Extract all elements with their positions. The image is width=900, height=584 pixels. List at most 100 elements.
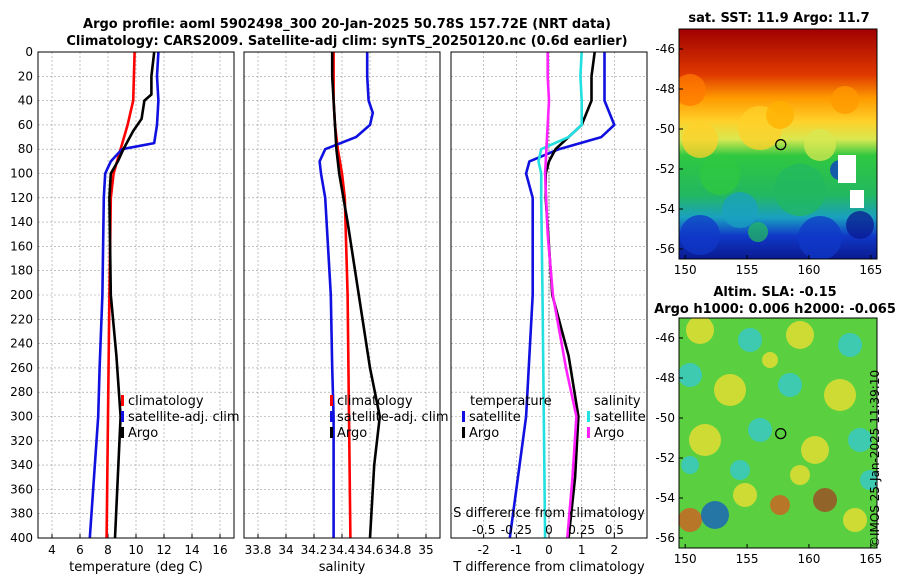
map-y-tick-label: -54 [655,202,675,216]
legend-label-s-argo: Argo [594,426,624,441]
map-y-tick-label: -46 [655,42,675,56]
legend-label-satellite: satellite-adj. clim [337,410,449,425]
y-tick-label: 280 [10,385,33,399]
salinity-grid [244,51,440,539]
series-satellite-adj-clim-line [88,51,160,539]
series-satellite-adj-clim-line [318,52,375,538]
legend-title-temperature: temperature [470,394,552,409]
map-y-tick-label: -48 [655,371,675,385]
sla-texture-blob [730,460,750,480]
sst-map-title: sat. SST: 11.9 Argo: 11.7 [688,11,869,26]
t-difference-tick-labels: -2 -1 0 1 2 [478,543,618,557]
sst-missing-data [850,190,864,208]
y-tick-label: 260 [10,361,33,375]
argo-float-marker [775,138,787,151]
x-tick-label: 34 [278,543,293,557]
map-y-tick-label: -46 [655,331,675,345]
salinity-legend: climatology satellite-adj. clim Argo [330,394,449,441]
x-tick-label: 8 [104,543,112,557]
sst-map-panel: sat. SST: 11.9 Argo: 11.7 150 155 160 165 -4… [655,11,882,277]
legend-label-climatology: climatology [337,394,413,409]
sst-texture-blob [804,129,836,161]
y-tick-label: 200 [10,288,33,302]
sla-texture-blob [686,318,714,344]
map-x-tick-label: 160 [797,552,820,566]
x-tick-label: 35 [418,543,433,557]
legend-swatch-argo [330,427,333,438]
y-tick-label: 220 [10,312,33,326]
s-tick-label: -0.5 [472,523,495,537]
salinity-panel: 33.8 34 34.2 34.4 34.6 34.8 35 salinity climat… [243,51,449,575]
x-tick-label: 34.2 [301,543,328,557]
sla-texture-blob [843,508,867,532]
x-tick-label: 4 [48,543,56,557]
series-t-satellite-line [508,52,616,539]
difference-legend: temperature satellite Argo salinity sate… [462,394,646,441]
legend-swatch-climatology [330,395,333,406]
sst-texture-blob [831,86,859,114]
map-y-tick-label: -56 [655,531,675,545]
x-tick-label: 10 [128,543,143,557]
map-x-tick-label: 165 [859,552,882,566]
map-y-tick-label: -50 [655,122,675,136]
map-y-tick-label: -52 [655,451,675,465]
y-tick-label: 300 [10,410,33,424]
salinity-tick-labels: 33.8 34 34.2 34.4 34.6 34.8 35 [245,543,434,557]
legend-title-salinity: salinity [594,394,641,409]
sst-texture-blob [682,122,718,158]
legend-swatch-climatology [121,395,124,406]
sla-texture-blob [679,508,702,532]
temperature-axes-frame [37,51,235,539]
sla-field [679,318,877,548]
sla-texture-blob [733,483,757,507]
sst-texture-blob [700,155,740,195]
figure-title-line1: Argo profile: aoml 5902498_300 20-Jan-20… [83,17,611,32]
s-difference-xlabel: S difference from climatology [453,506,645,521]
s-tick-label: -0.25 [501,523,532,537]
y-tick-label: 20 [18,69,33,83]
x-tick-label: -2 [478,543,490,557]
y-tick-label: 240 [10,337,33,351]
y-tick-label: 380 [10,507,33,521]
legend-label-satellite: satellite-adj. clim [128,410,240,425]
x-tick-label: 6 [76,543,84,557]
legend-label-s-satellite: satellite [594,410,646,425]
y-tick-label: 120 [10,191,33,205]
y-tick-label: 80 [18,142,33,156]
sst-field [679,29,877,259]
s-difference-tick-labels: -0.5 -0.25 0 0.25 0.5 [472,523,624,537]
x-tick-label: 34.8 [385,543,412,557]
y-tick-label: 360 [10,482,33,496]
y-tick-label: 0 [25,45,33,59]
sla-map-panel: Altim. SLA: -0.15 Argo h1000: 0.006 h200… [654,285,896,566]
x-tick-label: 12 [156,543,171,557]
sla-texture-blob [813,488,837,512]
legend-swatch-satellite [121,411,124,422]
sla-texture-blob [748,418,772,442]
sla-texture [679,318,877,532]
sla-texture-blob [778,373,802,397]
x-tick-label: 34.4 [329,543,356,557]
y-tick-label: 100 [10,167,33,181]
map-x-tick-label: 165 [859,263,882,277]
map-y-tick-label: -50 [655,411,675,425]
sla-texture-blob [790,465,810,485]
sla-texture-blob [681,456,699,474]
sst-map-frame [678,28,878,260]
s-tick-label: 0.25 [568,523,595,537]
series-s-satellite-line [537,51,584,539]
salinity-xlabel: salinity [319,560,366,575]
sst-texture-blob [766,101,794,129]
sst-texture-blob [774,164,826,216]
y-tick-label: 160 [10,239,33,253]
sla-texture-blob [848,428,872,452]
legend-swatch-satellite [330,411,333,422]
map-y-tick-label: -54 [655,491,675,505]
sst-texture-blob [798,216,842,259]
salinity-axes-frame [243,51,441,539]
map-x-tick-label: 155 [736,263,759,277]
legend-swatch-s-satellite [587,411,590,422]
x-tick-label: -1 [510,543,522,557]
sla-texture-blob [738,328,762,352]
depth-tick-labels: 0 20 40 60 80 100 120 140 160 180 200 220 240 260 280 3… [10,45,33,545]
